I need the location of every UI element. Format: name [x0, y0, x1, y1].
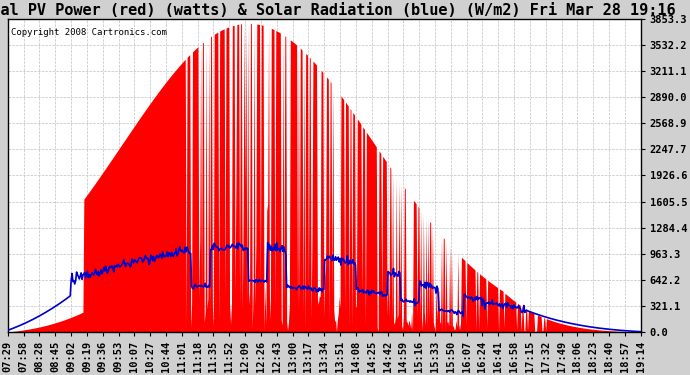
Title: Total PV Power (red) (watts) & Solar Radiation (blue) (W/m2) Fri Mar 28 19:16: Total PV Power (red) (watts) & Solar Rad… — [0, 3, 676, 18]
Text: Copyright 2008 Cartronics.com: Copyright 2008 Cartronics.com — [11, 28, 167, 38]
